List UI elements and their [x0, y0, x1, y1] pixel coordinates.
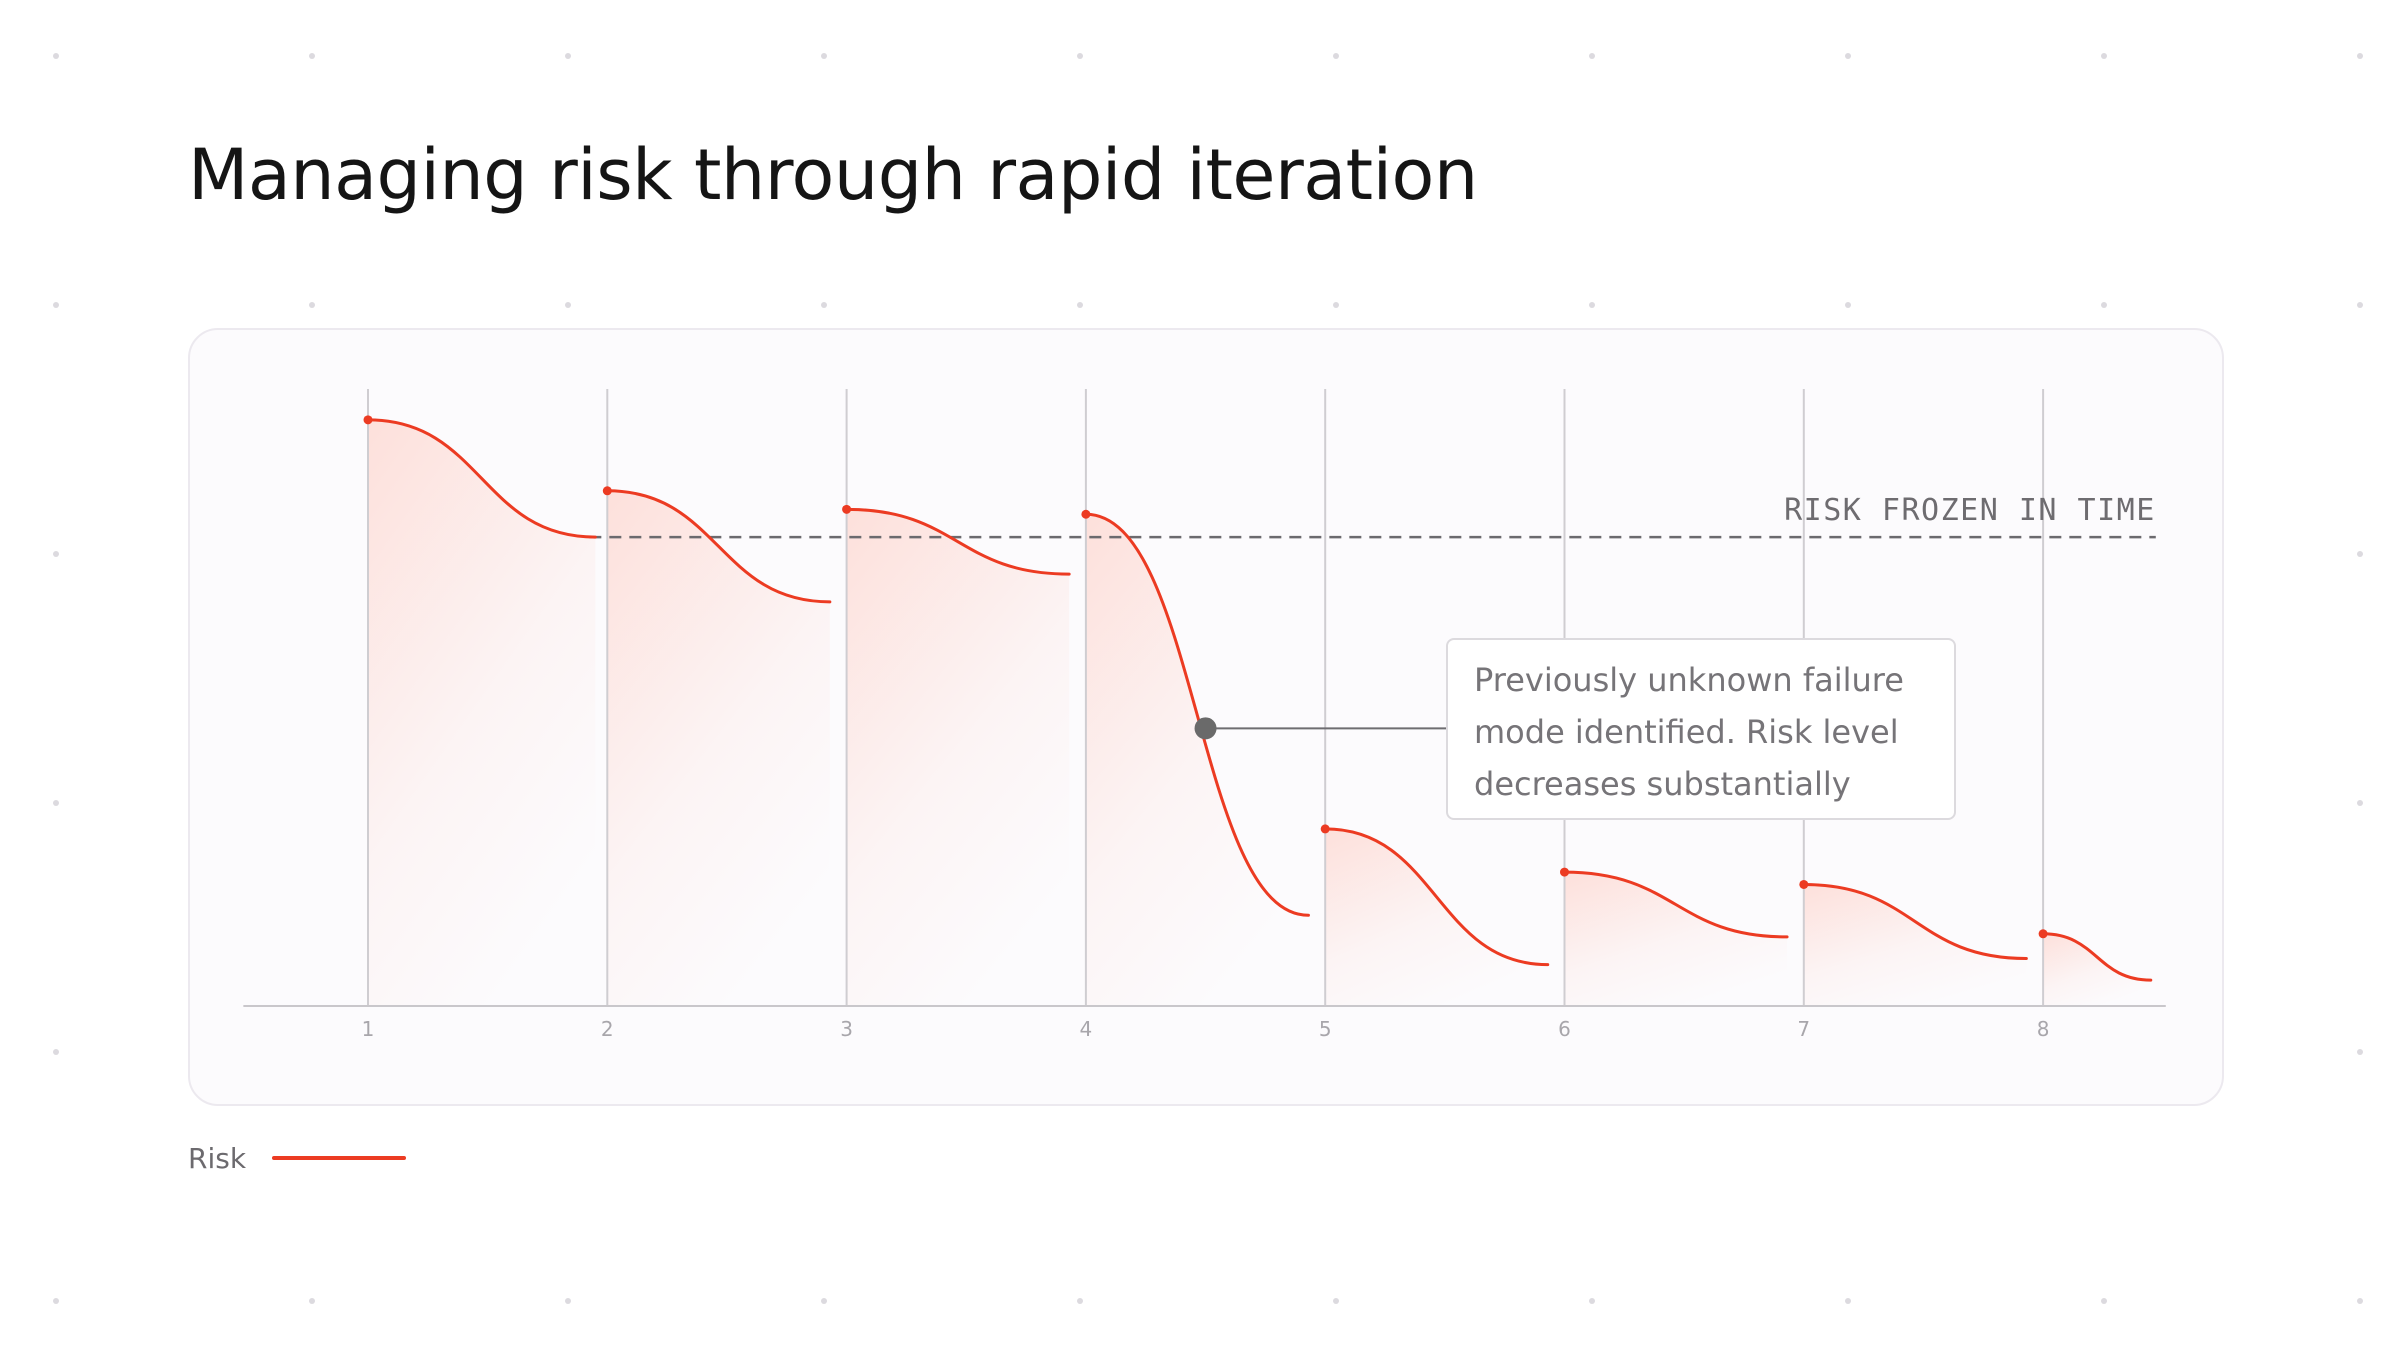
x-tick-label-3: 3: [840, 1017, 853, 1041]
annotation-leader-group: [1194, 717, 1447, 740]
annotation-box: Previously unknown failure mode identifi…: [1446, 638, 1956, 820]
risk-area-3: [846, 509, 1070, 1006]
reference-line-label: RISK FROZEN IN TIME: [1784, 493, 2156, 528]
legend: Risk: [188, 1138, 407, 1178]
risk-area-2: [607, 490, 830, 1006]
risk-point-1: [363, 415, 373, 425]
x-tick-label-8: 8: [2037, 1017, 2050, 1041]
x-tick-label-1: 1: [362, 1017, 375, 1041]
background-dot: [565, 53, 571, 59]
background-dot: [309, 53, 315, 59]
risk-area-4: [1085, 514, 1309, 1006]
background-dot: [1077, 53, 1083, 59]
legend-label-risk: Risk: [188, 1141, 247, 1175]
background-dot: [53, 1298, 59, 1304]
background-dot: [1589, 53, 1595, 59]
background-dot: [1077, 302, 1083, 308]
risk-line-segment-5: [1323, 827, 1550, 967]
background-dot: [2101, 53, 2107, 59]
background-dot: [53, 1049, 59, 1055]
risk-area-1: [368, 419, 596, 1007]
risk-point-4: [1081, 509, 1091, 519]
x-tick-label-7: 7: [1797, 1017, 1810, 1041]
risk-area-5: [1325, 828, 1548, 1006]
risk-line-segment-2: [605, 489, 832, 604]
risk-lines: [363, 415, 2153, 982]
risk-line-segment-6: [1563, 870, 1789, 939]
background-dot: [1333, 302, 1339, 308]
annotation-marker: [1194, 717, 1217, 740]
x-tick-label-2: 2: [601, 1017, 614, 1041]
background-dot: [53, 302, 59, 308]
risk-line-segment-1: [366, 418, 597, 539]
background-dot: [1333, 53, 1339, 59]
risk-area-fills: [368, 419, 2151, 1007]
background-dot: [2101, 302, 2107, 308]
x-tick-label-4: 4: [1080, 1017, 1093, 1041]
background-dot: [309, 1298, 315, 1304]
risk-line-segment-3: [845, 507, 1071, 576]
background-dot: [309, 302, 315, 308]
page-title: Managing risk through rapid iteration: [188, 134, 1478, 216]
background-dot: [53, 800, 59, 806]
risk-line-segment-8: [2041, 932, 2153, 982]
background-dot: [1845, 302, 1851, 308]
risk-point-2: [602, 486, 612, 496]
risk-point-8: [2038, 929, 2048, 939]
annotation-text: Previously unknown failure mode identifi…: [1474, 661, 1904, 803]
background-dot: [2101, 1298, 2107, 1304]
risk-line-segment-4: [1084, 512, 1310, 917]
background-dot: [821, 302, 827, 308]
background-dot: [1589, 302, 1595, 308]
x-tick-label-5: 5: [1319, 1017, 1332, 1041]
legend-swatch-risk: [272, 1156, 407, 1160]
background-dot: [2357, 1298, 2363, 1304]
background-dot: [1845, 53, 1851, 59]
risk-point-5: [1320, 824, 1330, 834]
risk-point-3: [842, 504, 852, 514]
background-dot: [2357, 53, 2363, 59]
background-dot: [1333, 1298, 1339, 1304]
background-dot: [821, 1298, 827, 1304]
background-dot: [565, 302, 571, 308]
background-dot: [53, 53, 59, 59]
reference-line-group: RISK FROZEN IN TIME: [589, 493, 2156, 539]
background-dot: [821, 53, 827, 59]
background-dot: [1077, 1298, 1083, 1304]
background-dot: [1589, 1298, 1595, 1304]
risk-area-8: [2043, 933, 2151, 1006]
background-dot: [2357, 302, 2363, 308]
risk-line-segment-7: [1802, 882, 2028, 960]
background-dot: [1845, 1298, 1851, 1304]
x-tick-label-6: 6: [1558, 1017, 1571, 1041]
vertical-gridlines: [367, 389, 2045, 1006]
background-dot: [2357, 551, 2363, 557]
risk-point-6: [1560, 867, 1569, 877]
background-dot: [565, 1298, 571, 1304]
risk-area-7: [1803, 884, 2027, 1006]
risk-area-6: [1564, 872, 1788, 1006]
background-dot: [2357, 800, 2363, 806]
risk-point-7: [1799, 879, 1809, 889]
background-dot: [2357, 1049, 2363, 1055]
background-dot: [53, 551, 59, 557]
x-axis: 1 2 3 4 5 6 7 8: [243, 1005, 2166, 1041]
